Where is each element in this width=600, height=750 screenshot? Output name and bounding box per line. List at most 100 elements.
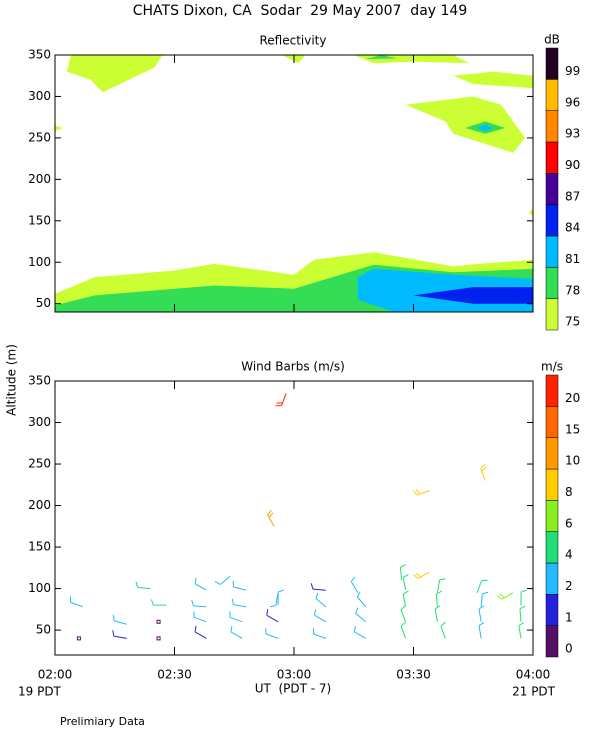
x-tick-label: 03:00 xyxy=(277,668,312,682)
x-start-label: 19 PDT xyxy=(18,685,62,699)
colorbar-tick-label: 96 xyxy=(565,95,580,109)
x-tick-label: 03:30 xyxy=(396,668,431,682)
wind-barb xyxy=(440,621,446,639)
wind-barb xyxy=(269,592,279,608)
x-tick-label: 04:00 xyxy=(516,668,551,682)
wind-barb xyxy=(400,621,407,639)
y-axis-label: Altitude (m) xyxy=(5,344,19,416)
wind-barb xyxy=(402,573,409,591)
wind-barb xyxy=(310,583,326,591)
colorbar-tick-label: 81 xyxy=(565,252,580,266)
calm-marker xyxy=(156,619,161,624)
y-tick-label: 200 xyxy=(28,172,51,186)
colorbar-swatch xyxy=(545,594,559,626)
footnote: Prelimiary Data xyxy=(60,715,145,728)
y-tick-label: 350 xyxy=(28,374,51,388)
colorbar-swatch xyxy=(545,298,559,331)
wind-barb xyxy=(193,611,207,623)
wind-barb xyxy=(434,605,441,622)
calm-marker xyxy=(76,636,81,641)
contour-region xyxy=(55,125,63,132)
contour-region xyxy=(529,208,533,217)
contour-region xyxy=(413,287,533,304)
y-tick-label: 50 xyxy=(36,296,51,310)
wind-barb xyxy=(265,627,279,639)
colorbar-tick-label: 99 xyxy=(565,64,580,78)
colorbar-tick-label: 20 xyxy=(565,391,580,405)
colorbar-tick-label: 75 xyxy=(565,315,580,329)
colorbar-tick-label: 10 xyxy=(565,454,580,468)
wind-barb xyxy=(355,607,367,623)
colorbar-label: m/s xyxy=(541,360,563,374)
contour-region xyxy=(453,71,533,89)
wind-barb xyxy=(277,589,284,606)
wind-barb xyxy=(150,599,167,606)
y-tick-label: 100 xyxy=(28,581,51,595)
colorbar-swatch xyxy=(545,625,559,658)
wind-barb xyxy=(313,627,327,639)
x-tick-label: 02:00 xyxy=(38,668,73,682)
wind-barb xyxy=(315,592,327,608)
wind-barb xyxy=(412,489,430,496)
wind-barb xyxy=(478,622,485,639)
colorbar-swatch xyxy=(545,500,559,532)
wind-barb xyxy=(519,605,526,622)
contour-region xyxy=(365,55,398,60)
wind-barb xyxy=(230,625,243,639)
wind-barb xyxy=(266,609,279,623)
wind-barb xyxy=(70,596,84,608)
x-tick-label: 02:30 xyxy=(157,668,192,682)
figure-title: CHATS Dixon, CA Sodar 29 May 2007 day 14… xyxy=(133,3,467,19)
wind-barb xyxy=(480,591,489,607)
colorbar-tick-label: 8 xyxy=(565,485,573,499)
contour-region xyxy=(477,124,494,132)
wind-barb xyxy=(191,599,207,608)
x-axis-label: UT (PDT - 7) xyxy=(255,682,332,696)
colorbar-swatch xyxy=(545,531,559,564)
wind-barb xyxy=(400,605,407,622)
wind-barb xyxy=(496,592,514,600)
x-end-label: 21 PDT xyxy=(512,685,556,699)
calm-marker xyxy=(156,636,161,641)
wind-barb xyxy=(232,580,247,591)
y-tick-label: 100 xyxy=(28,255,51,269)
colorbar-tick-label: 84 xyxy=(565,221,580,235)
y-tick-label: 250 xyxy=(28,130,51,144)
colorbar-tick-label: 6 xyxy=(565,516,573,530)
wind-barb xyxy=(194,625,207,639)
colorbar-swatch xyxy=(545,437,559,470)
colorbar-swatch xyxy=(545,79,559,111)
wind-barb xyxy=(112,630,127,639)
wind-barb xyxy=(267,510,275,527)
colorbar-tick-label: 1 xyxy=(565,610,573,624)
contour-region xyxy=(353,55,470,64)
wind-barb xyxy=(214,575,231,585)
colorbar-tick-label: 2 xyxy=(565,579,573,593)
wind-barb xyxy=(480,464,487,481)
wind-barb xyxy=(275,393,287,407)
colorbar-swatch xyxy=(545,47,559,80)
wind-barb xyxy=(402,590,409,607)
colorbar-swatch xyxy=(545,173,559,205)
wind-barb xyxy=(518,622,525,639)
wind-barb xyxy=(314,609,327,623)
wind-barb xyxy=(436,578,446,593)
colorbar-swatch xyxy=(545,468,559,501)
y-tick-label: 200 xyxy=(28,498,51,512)
colorbar-tick-label: 90 xyxy=(565,158,580,172)
panel-title: Reflectivity xyxy=(259,34,326,48)
wind-barb xyxy=(135,581,151,590)
colorbar-swatch xyxy=(545,110,559,143)
wind-barb xyxy=(520,589,527,606)
colorbar-swatch xyxy=(545,562,559,595)
contour-region xyxy=(66,55,163,93)
colorbar-tick-label: 0 xyxy=(565,642,573,656)
panel-title: Wind Barbs (m/s) xyxy=(241,360,345,374)
colorbar-swatch xyxy=(545,374,559,407)
wind-barb xyxy=(229,611,243,623)
colorbar-tick-label: 4 xyxy=(565,548,573,562)
wind-barb xyxy=(350,576,359,593)
wind-barb xyxy=(413,571,430,579)
wind-barb xyxy=(435,590,442,607)
